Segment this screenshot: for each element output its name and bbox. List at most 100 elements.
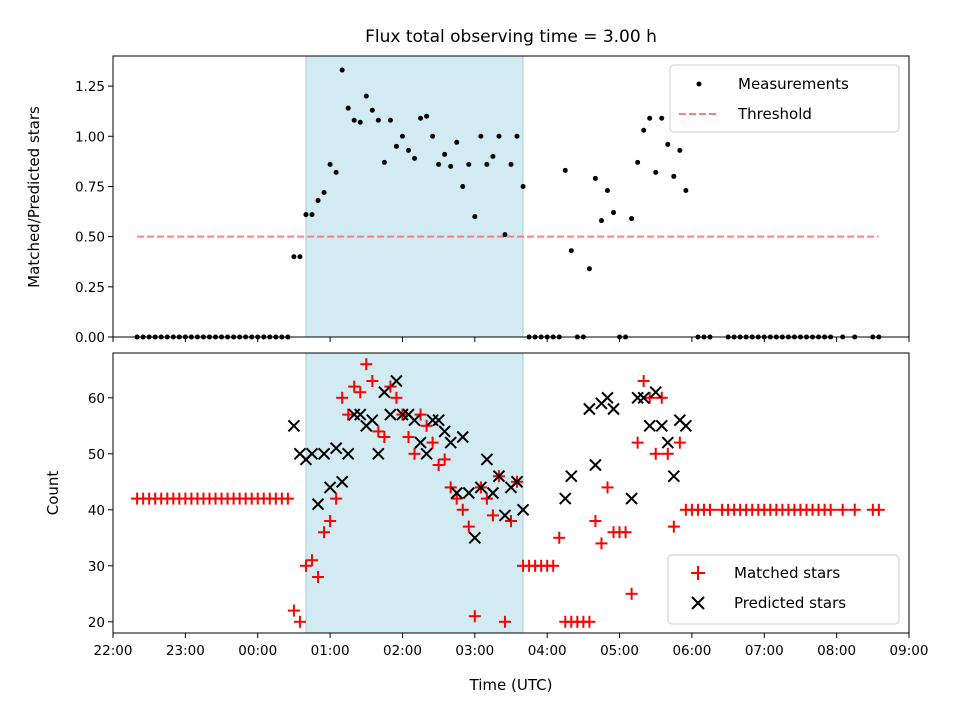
- marker-stroke: [293, 447, 307, 461]
- predicted-star-marker: [510, 475, 524, 489]
- measurement-point: [375, 117, 381, 123]
- marker-stroke: [450, 486, 463, 500]
- bottom-x-tick-label: 02:00: [383, 643, 422, 659]
- measurement-point: [592, 175, 598, 181]
- marker-stroke: [378, 385, 391, 399]
- marker-stroke: [438, 425, 451, 438]
- bottom-panel-frame: [112, 352, 910, 634]
- predicted-star-marker: [354, 408, 367, 421]
- marker-stroke: [414, 436, 427, 449]
- matched-star-marker: [306, 554, 318, 567]
- top-panel: 0.00 0.25 0.50 0.75 1.00 1.25 Flux total obse…: [25, 27, 910, 346]
- matched-star-marker: [372, 425, 385, 438]
- matched-star-marker: [631, 436, 644, 449]
- measurement-point: [369, 107, 375, 113]
- marker-stroke: [317, 447, 331, 461]
- measurement-point: [683, 187, 689, 193]
- predicted-star-marker: [408, 413, 421, 427]
- matched-star-marker: [293, 615, 306, 628]
- measurement-point: [357, 119, 363, 125]
- measurement-point: [478, 133, 484, 139]
- predicted-star-marker: [655, 419, 668, 433]
- legend-label-predicted-stars: Predicted stars: [734, 594, 846, 612]
- predicted-star-marker: [468, 531, 482, 545]
- predicted-star-marker: [679, 419, 693, 433]
- marker-stroke: [661, 436, 674, 449]
- predicted-stars-series: [287, 374, 693, 545]
- measurement-series: [134, 67, 882, 340]
- marker-stroke: [444, 436, 457, 449]
- measurement-point: [424, 113, 430, 119]
- matched-star-marker: [704, 503, 716, 516]
- matched-star-marker: [637, 375, 650, 387]
- marker-stroke: [492, 469, 506, 483]
- matched-star-marker: [348, 380, 361, 393]
- bottom-x-tick-label: 22:00: [94, 643, 133, 659]
- matched-star-marker: [324, 515, 337, 527]
- legend-marker-measurements: [696, 81, 702, 87]
- top-y-tick-label: 1.00: [75, 129, 105, 145]
- matched-star-marker: [342, 408, 355, 421]
- measurement-point: [454, 139, 460, 145]
- matched-star-marker: [432, 459, 445, 471]
- marker-stroke: [625, 492, 638, 505]
- predicted-star-marker: [329, 441, 343, 455]
- measurement-point: [460, 183, 466, 189]
- marker-stroke: [637, 391, 650, 405]
- matched-star-marker: [848, 503, 861, 516]
- measurement-point: [659, 115, 665, 121]
- matched-star-marker: [643, 391, 656, 404]
- measurement-point: [327, 161, 333, 167]
- predicted-star-marker: [438, 425, 451, 438]
- marker-stroke: [402, 408, 415, 421]
- marker-stroke: [679, 419, 693, 433]
- marker-stroke: [311, 497, 325, 511]
- matched-star-marker: [378, 431, 391, 443]
- marker-stroke: [335, 475, 349, 489]
- predicted-star-marker: [305, 447, 319, 461]
- matched-star-marker: [444, 481, 457, 494]
- marker-stroke: [341, 447, 355, 461]
- predicted-star-marker: [384, 408, 397, 421]
- bottom-x-tick-label: 00:00: [238, 643, 277, 659]
- matched-star-marker: [619, 526, 632, 539]
- matched-star-marker: [649, 447, 662, 460]
- predicted-star-marker: [311, 497, 325, 511]
- bottom-y-tick-label: 30: [88, 559, 105, 575]
- bottom-x-tick-label: 07:00: [745, 643, 784, 659]
- predicted-star-marker: [372, 447, 385, 461]
- bottom-x-tick-label: 23:00: [166, 643, 205, 659]
- measurement-point: [653, 169, 659, 175]
- predicted-star-marker: [456, 430, 469, 444]
- measurement-point: [315, 198, 321, 204]
- matched-star-marker: [583, 615, 596, 628]
- matched-star-marker: [625, 587, 638, 600]
- marker-stroke: [667, 469, 681, 483]
- bottom-x-tick-label: 06:00: [672, 643, 711, 659]
- measurement-point: [484, 161, 490, 167]
- marker-stroke: [366, 413, 379, 427]
- predicted-star-marker: [378, 385, 391, 399]
- measurement-point: [291, 254, 297, 260]
- marker-stroke: [287, 419, 301, 433]
- measurement-point: [586, 266, 592, 272]
- measurement-point: [490, 153, 496, 159]
- matched-stars-series: [131, 358, 885, 628]
- predicted-star-marker: [317, 447, 331, 461]
- predicted-star-marker: [474, 481, 488, 494]
- measurement-point: [629, 216, 635, 222]
- predicted-star-marker: [450, 486, 463, 500]
- matched-star-marker: [836, 503, 849, 516]
- top-y-tick-label: 1.25: [75, 79, 105, 95]
- predicted-star-marker: [516, 503, 530, 517]
- matched-star-marker: [299, 559, 312, 572]
- measurement-point: [333, 169, 339, 175]
- matched-star-marker: [824, 503, 837, 516]
- matched-star-marker: [318, 526, 331, 539]
- matched-star-marker: [330, 492, 343, 505]
- matched-star-marker: [312, 571, 325, 583]
- measurement-point: [562, 167, 568, 173]
- predicted-star-marker: [667, 469, 681, 483]
- chart-title: Flux total observing time = 3.00 h: [365, 27, 657, 47]
- marker-stroke: [601, 391, 614, 405]
